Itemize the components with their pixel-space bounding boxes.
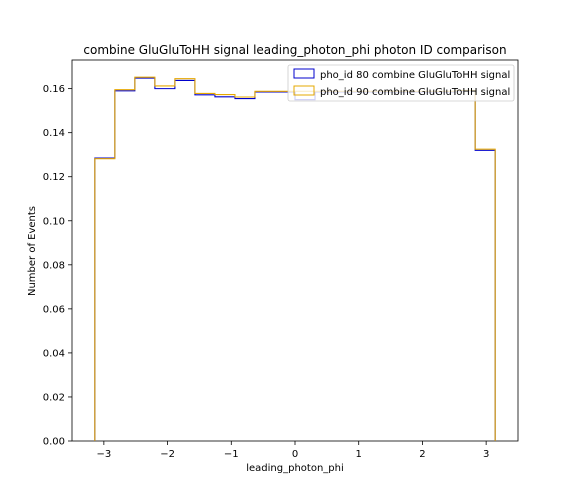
y-tick-label: 0.04 xyxy=(43,348,65,359)
y-axis-label: Number of Events xyxy=(27,206,38,296)
y-tick-label: 0.12 xyxy=(43,172,65,183)
y-tick-label: 0.08 xyxy=(43,260,65,271)
axes-frame xyxy=(71,59,519,442)
legend: pho_id 80 combine GluGluToHH signal pho_… xyxy=(287,64,515,102)
y-tick-label: 0.06 xyxy=(43,304,65,315)
x-tick-label: −1 xyxy=(224,449,239,460)
x-tick-label: 3 xyxy=(483,449,489,460)
series-layer xyxy=(94,76,496,441)
y-tick-label: 0.10 xyxy=(43,216,65,227)
y-tick-label: 0.14 xyxy=(43,128,65,139)
histogram-step-series-1 xyxy=(94,77,496,441)
y-tick-label: 0.02 xyxy=(43,392,65,403)
histogram-step-series-2 xyxy=(94,76,496,441)
legend-frame xyxy=(287,64,515,102)
plot-area: −3 −2 −1 0 1 2 3 0.000.020.040.060.080.100.120… xyxy=(43,59,519,460)
x-axis-label: leading_photon_phi xyxy=(246,463,344,474)
y-ticks: 0.00 0.02 0.04 0.06 0.08 0.10 0.12 0.14 0.16 xyxy=(43,84,72,448)
chart-title: combine GluGluToHH signal leading_photon… xyxy=(83,43,506,57)
x-tick-label: 0 xyxy=(292,449,298,460)
x-tick-label: −3 xyxy=(96,449,111,460)
x-tick-label: 2 xyxy=(419,449,425,460)
legend-label-series-2: pho_id 90 combine GluGluToHH signal xyxy=(320,87,510,98)
legend-swatch-series-2 xyxy=(293,85,315,96)
x-tick-label: 1 xyxy=(356,449,362,460)
y-tick-label: 0.16 xyxy=(43,84,65,95)
legend-label-series-1: pho_id 80 combine GluGluToHH signal xyxy=(320,70,510,81)
y-tick-label: 0.00 xyxy=(43,437,65,448)
x-tick-label: −2 xyxy=(160,449,175,460)
x-ticks: −3 −2 −1 0 1 2 3 xyxy=(96,441,489,460)
legend-swatch-series-1 xyxy=(293,68,315,79)
